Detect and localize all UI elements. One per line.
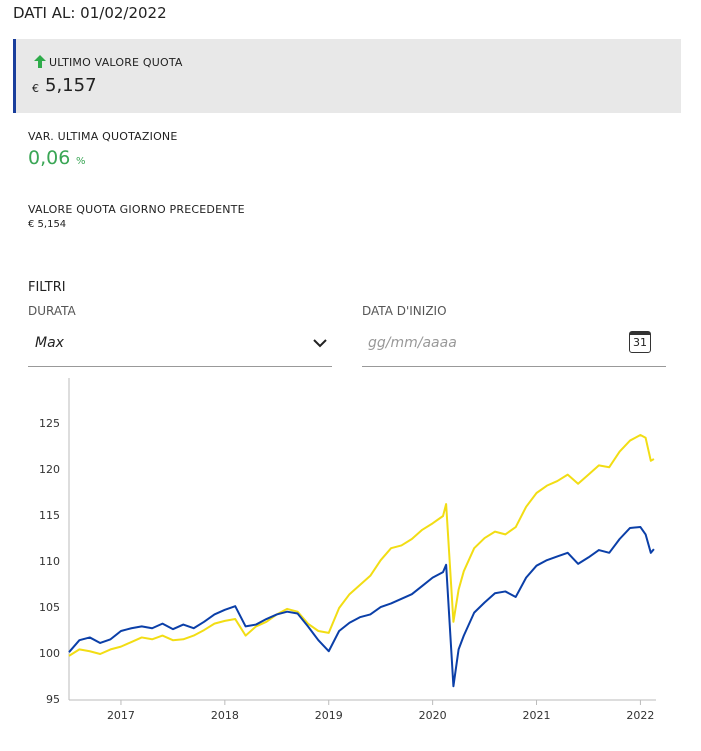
x-tick-label: 2017 [107, 709, 135, 722]
variation-value: 0,06 [28, 147, 71, 169]
y-tick-label: 120 [39, 463, 60, 476]
currency: € [32, 82, 39, 95]
calendar-button[interactable]: 31 [629, 331, 651, 353]
start-label: DATA D'INIZIO [362, 304, 447, 318]
start-placeholder: gg/mm/aaaa [368, 335, 457, 351]
duration-select[interactable]: Max [28, 326, 332, 367]
x-tick-label: 2018 [211, 709, 239, 722]
last-value-box: ULTIMO VALORE QUOTA € 5,157 [13, 39, 681, 113]
y-tick-label: 110 [39, 555, 60, 568]
previous-value: € 5,154 [28, 219, 67, 230]
y-tick-label: 115 [39, 509, 60, 522]
y-tick-label: 100 [39, 647, 60, 660]
variation-unit: % [76, 156, 86, 167]
y-tick-label: 125 [39, 417, 60, 430]
x-tick-label: 2020 [419, 709, 447, 722]
filters-title: FILTRI [28, 280, 66, 295]
start-date-input[interactable]: gg/mm/aaaa 31 [362, 326, 666, 367]
x-tick-label: 2022 [626, 709, 654, 722]
y-tick-label: 105 [39, 601, 60, 614]
x-tick-label: 2021 [523, 709, 551, 722]
series-line [68, 434, 655, 657]
duration-label: DURATA [28, 304, 76, 318]
up-arrow [34, 55, 46, 68]
date-label: DATI AL: 01/02/2022 [13, 4, 167, 22]
previous-label: VALORE QUOTA GIORNO PRECEDENTE [28, 203, 245, 216]
y-tick-label: 95 [46, 693, 60, 706]
x-tick-label: 2019 [315, 709, 343, 722]
series-line [68, 526, 655, 688]
duration-value: Max [35, 335, 64, 351]
chevron [313, 339, 327, 348]
variation-label: VAR. ULTIMA QUOTAZIONE [28, 130, 178, 143]
last-value: 5,157 [45, 75, 97, 96]
last-value-label: ULTIMO VALORE QUOTA [49, 56, 183, 69]
